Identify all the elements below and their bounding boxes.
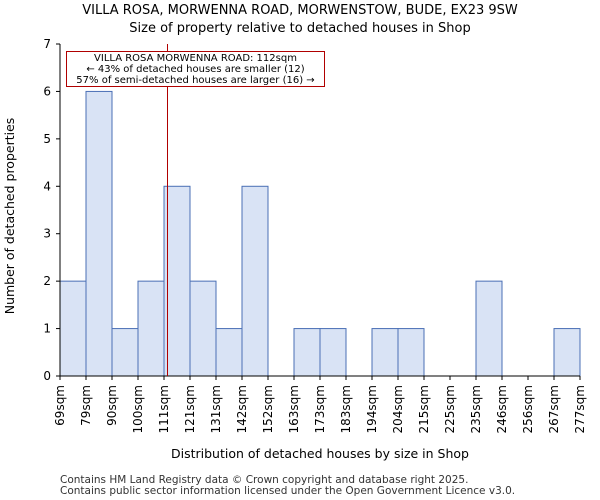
x-tick-label: 267sqm	[547, 385, 561, 433]
y-tick-label: 3	[43, 227, 51, 241]
y-axis-label: Number of detached properties	[2, 118, 17, 315]
x-tick-label: 111sqm	[157, 385, 171, 433]
x-tick-label: 235sqm	[469, 385, 483, 433]
x-tick-label: 225sqm	[443, 385, 457, 433]
x-tick-label: 256sqm	[521, 385, 535, 433]
y-tick-label: 6	[43, 84, 51, 98]
x-tick-label: 194sqm	[365, 385, 379, 433]
x-tick-label: 163sqm	[287, 385, 301, 433]
bar-79sqm	[86, 91, 112, 376]
bars-group	[60, 91, 580, 376]
x-tick-label: 121sqm	[183, 385, 197, 433]
x-tick-label: 173sqm	[313, 385, 327, 433]
bar-142sqm	[242, 186, 268, 376]
bar-204sqm	[398, 329, 424, 376]
bar-131sqm	[216, 329, 242, 376]
bar-100sqm	[138, 281, 164, 376]
x-tick-label: 246sqm	[495, 385, 509, 433]
y-ticks-group: 0 1 2 3 4 5 6 7	[43, 37, 60, 383]
x-axis-label: Distribution of detached houses by size …	[171, 446, 469, 461]
x-tick-label: 277sqm	[573, 385, 587, 433]
bar-163sqm	[294, 329, 320, 376]
x-tick-label: 79sqm	[79, 385, 93, 426]
x-tick-label: 152sqm	[261, 385, 275, 433]
y-tick-label: 5	[43, 132, 51, 146]
footer-line-2: Contains public sector information licen…	[60, 485, 515, 497]
x-tick-label: 69sqm	[53, 385, 67, 426]
y-tick-label: 2	[43, 274, 51, 288]
x-tick-label: 131sqm	[209, 385, 223, 433]
bar-173sqm	[320, 329, 346, 376]
x-tick-label: 183sqm	[339, 385, 353, 433]
bar-194sqm	[372, 329, 398, 376]
bar-121sqm	[190, 281, 216, 376]
annotation-line-1: VILLA ROSA MORWENNA ROAD: 112sqm	[67, 53, 324, 64]
annotation-line-3: 57% of semi-detached houses are larger (…	[67, 75, 324, 86]
x-tick-label: 215sqm	[417, 385, 431, 433]
bar-69sqm	[60, 281, 86, 376]
x-tick-label: 90sqm	[105, 385, 119, 426]
y-tick-label: 1	[43, 322, 51, 336]
annotation-box: VILLA ROSA MORWENNA ROAD: 112sqm ← 43% o…	[66, 51, 325, 87]
y-tick-label: 7	[43, 37, 51, 51]
x-tick-label: 142sqm	[235, 385, 249, 433]
bar-235sqm	[476, 281, 502, 376]
bar-90sqm	[112, 329, 138, 376]
x-tick-label: 100sqm	[131, 385, 145, 433]
bar-267sqm	[554, 329, 580, 376]
annotation-line-2: ← 43% of detached houses are smaller (12…	[67, 64, 324, 75]
x-tick-label: 204sqm	[391, 385, 405, 433]
x-ticks-group: 69sqm 79sqm 90sqm 100sqm 111sqm 121sqm 131sqm 1…	[53, 376, 587, 433]
y-tick-label: 0	[43, 369, 51, 383]
y-tick-label: 4	[43, 179, 51, 193]
